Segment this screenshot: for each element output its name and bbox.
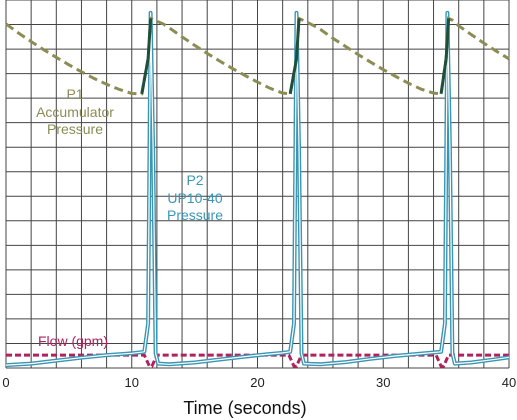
series-p1-rise <box>439 58 448 95</box>
series-line-p1 <box>5 16 510 96</box>
series-layer <box>5 10 510 368</box>
x-tick-label: 10 <box>125 375 139 390</box>
series-line-flow <box>6 353 509 368</box>
series-p1-rise <box>140 58 150 95</box>
x-tick-label: 20 <box>250 375 264 390</box>
series-p1-rise <box>288 58 298 95</box>
x-tick-labels: 0 10 20 30 40 <box>2 375 516 390</box>
series-p1-rise <box>146 18 153 59</box>
annotation-p2-line-2: UP10-40 <box>167 190 222 206</box>
annotation-flow: Flow (gpm) <box>38 333 108 349</box>
annotation-p1-line-3: Pressure <box>47 121 103 137</box>
annotation-p2-line-3: Pressure <box>167 207 223 223</box>
series-p1-rise <box>444 18 451 59</box>
annotation-p2-line-1: P2 <box>186 172 203 188</box>
x-tick-label: 0 <box>2 375 9 390</box>
x-axis-label: Time (seconds) <box>183 398 306 418</box>
annotation-p1-line-1: P1 <box>66 86 83 102</box>
x-tick-label: 40 <box>502 375 516 390</box>
annotation-p1-line-2: Accumulator <box>36 104 114 120</box>
series-line-p2-core <box>5 12 510 366</box>
x-tick-label: 30 <box>376 375 390 390</box>
series-p1-rise <box>294 18 301 59</box>
grid <box>5 0 510 369</box>
